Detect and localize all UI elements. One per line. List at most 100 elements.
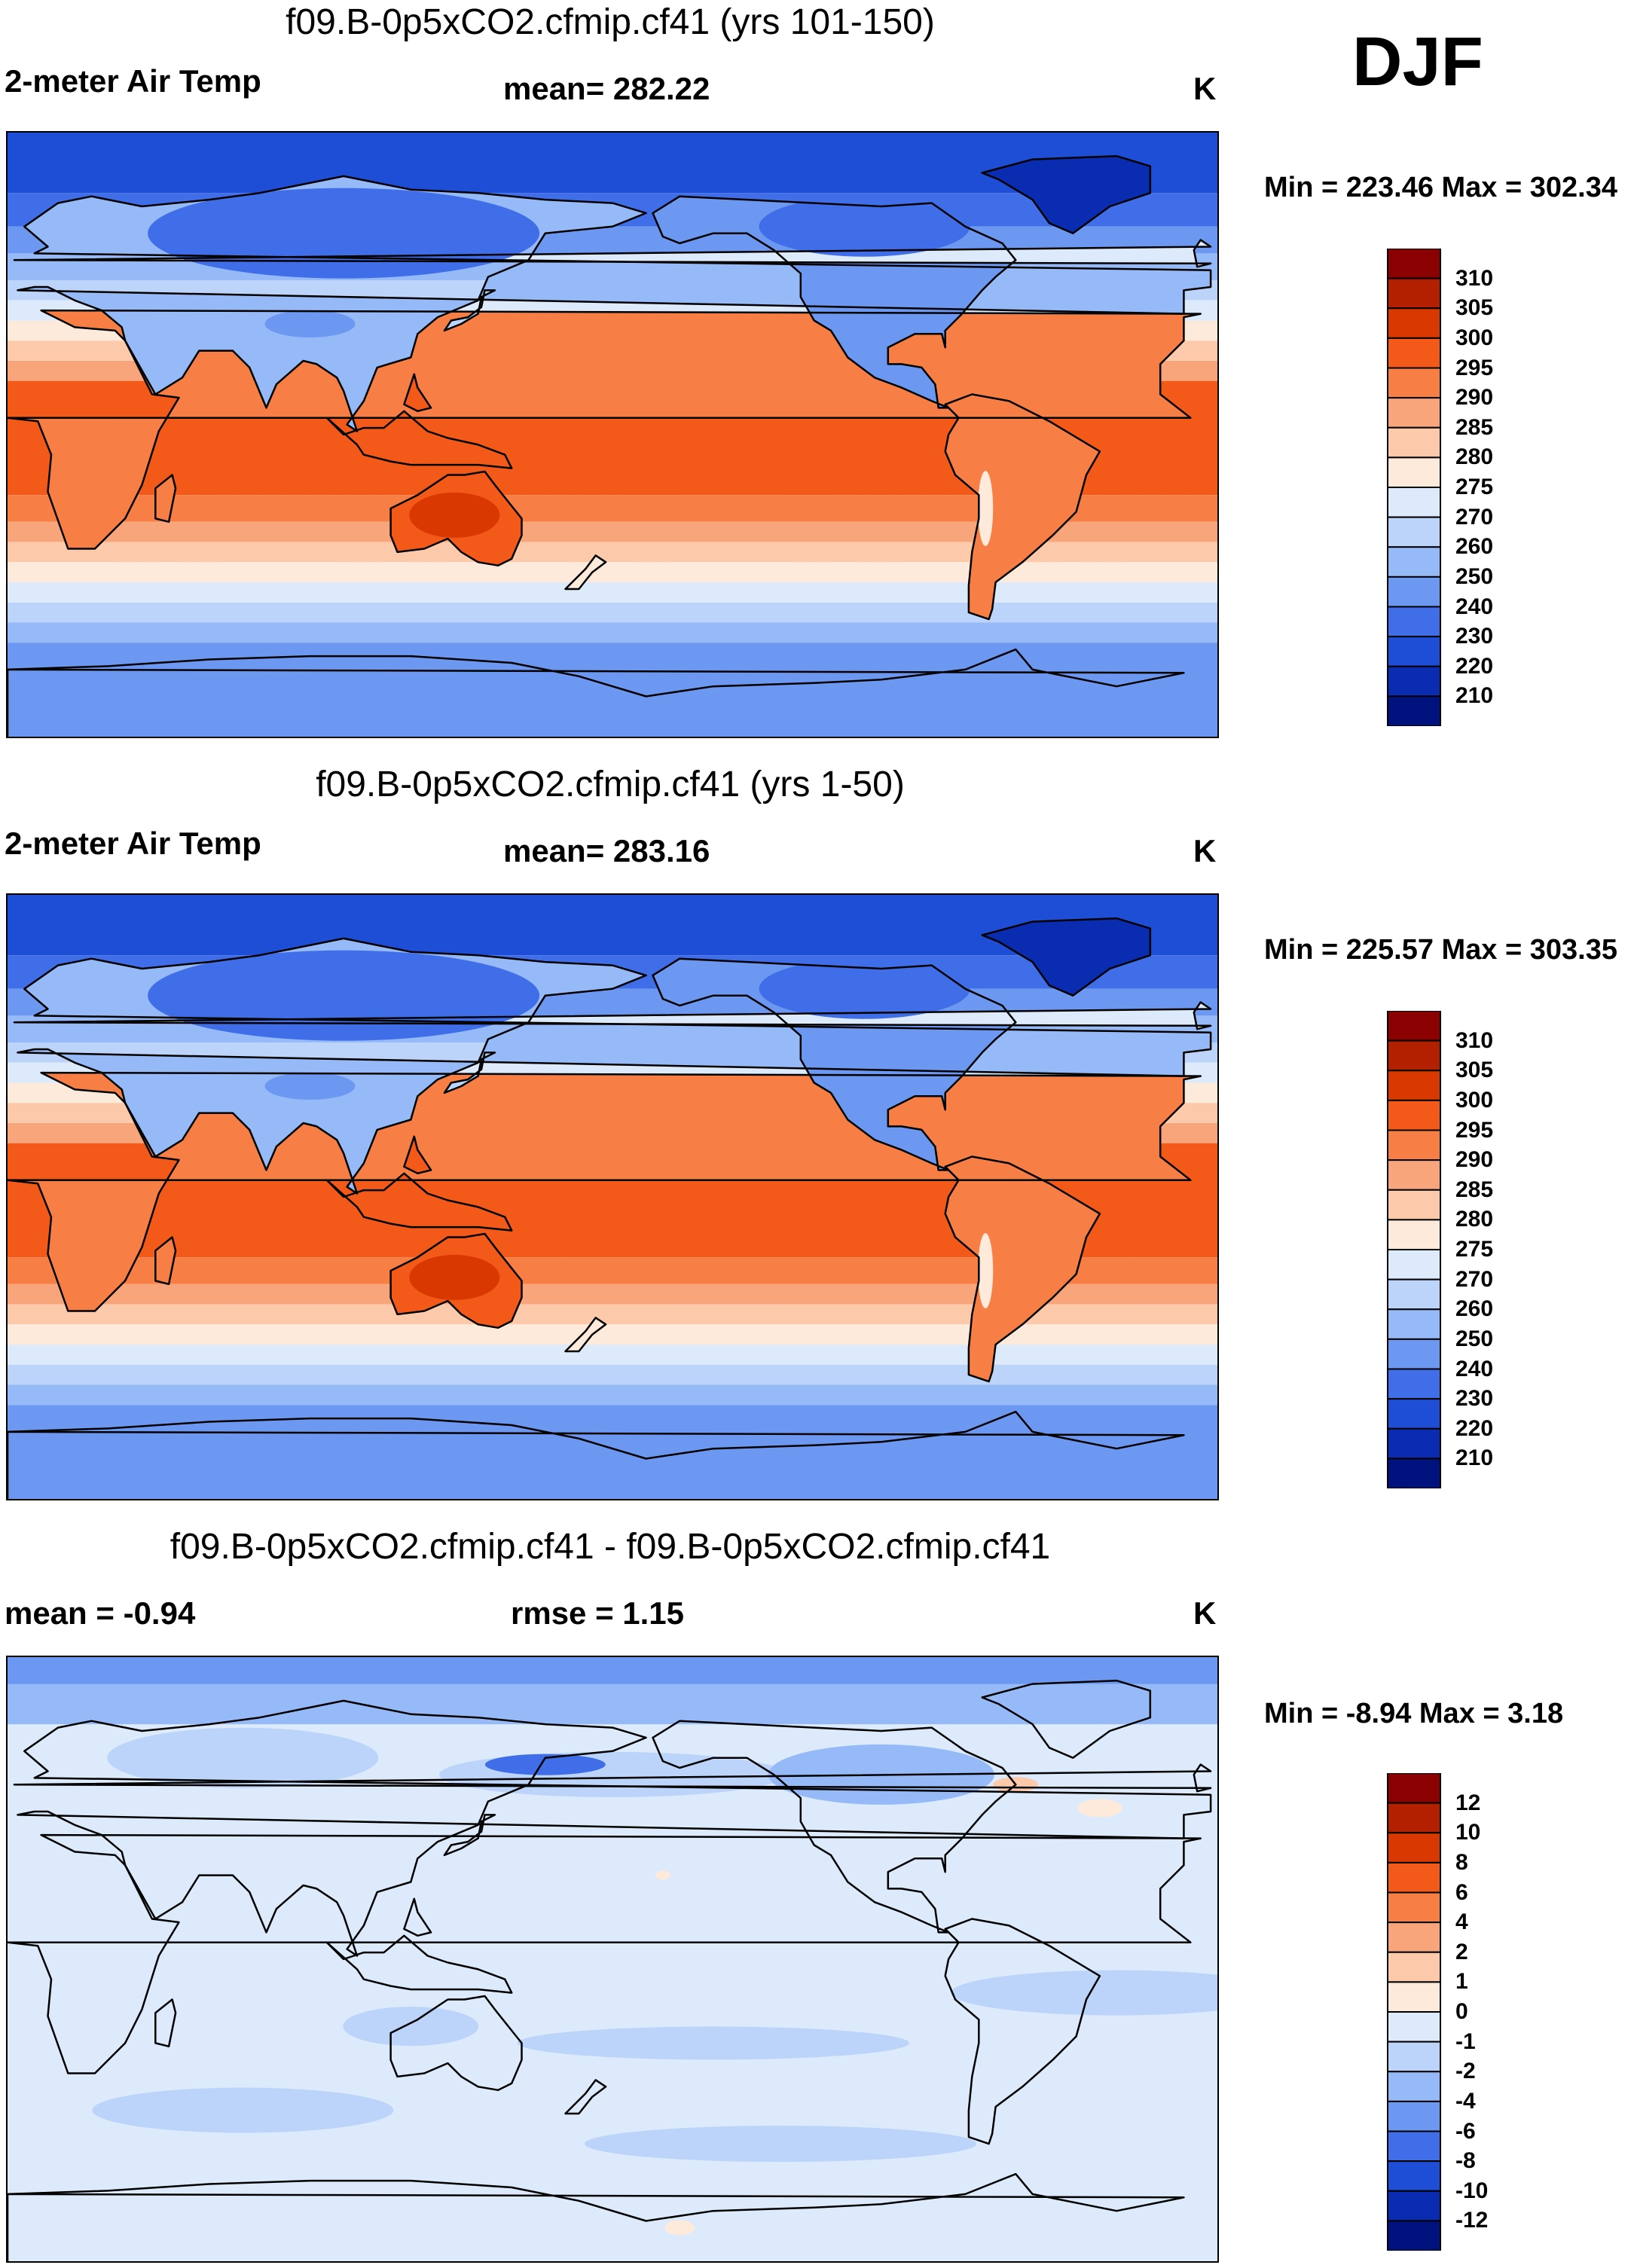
colorbar-box [1387,456,1441,489]
colorbar-tick-label: 285 [1455,414,1494,440]
colorbar-box [1387,487,1441,518]
anomaly-region [664,2220,695,2236]
panel-1-variable-label: 2-meter Air Temp [5,63,261,99]
colorbar-tick-label: 275 [1455,1237,1494,1262]
colorbar-tick-label: -6 [1455,2118,1476,2144]
japan-coastline [443,289,496,332]
colorbar-tick-label: 310 [1455,265,1494,291]
antarctica-coastline [8,1410,1185,1499]
panel-3-rmse-label: rmse = 1.15 [511,1595,685,1631]
colorbar-box [1387,1368,1441,1400]
colorbar-tick-label: 10 [1455,1820,1481,1845]
indonesia-temperature-field [326,1173,512,1231]
colorbar-box [1387,1159,1441,1191]
colorbar-tick-label: 250 [1455,1326,1494,1351]
panel-1-units-label: K [1193,71,1217,106]
colorbar-box [1387,367,1441,399]
anomaly-region [92,2087,394,2133]
panel-3-title: f09.B-0p5xCO2.cfmip.cf41 - f09.B-0p5xCO2… [170,1527,1051,1567]
panel-3-map [6,1656,1219,2263]
colorbar-box [1387,1773,1441,1804]
samerica-temperature-field [945,1156,1100,1382]
nz-coastline [564,2079,607,2115]
colorbar-box [1387,1832,1441,1864]
colorbar-box [1387,546,1441,578]
philippines-temperature-field [404,1136,432,1174]
colorbar-box [1387,1070,1441,1101]
indonesia-coastline [325,1934,513,1994]
colorbar-tick-label: 260 [1455,1296,1494,1322]
temperature-band [8,643,1217,737]
colorbar-box [1387,249,1441,279]
siberia-cold-core [148,188,540,279]
panel-2-units-label: K [1193,833,1217,868]
colorbar-tick-label: 290 [1455,1147,1494,1173]
anomaly-region [484,1754,606,1775]
colorbar-box [1387,2011,1441,2043]
colorbar-box [1387,1458,1441,1488]
colorbar-tick-label: 12 [1455,1790,1481,1815]
namerica-coastline [652,957,1017,1171]
colorbar-tick-label: 210 [1455,1445,1494,1471]
colorbar-tick-label: 250 [1455,563,1494,589]
anomaly-region [655,1870,670,1880]
greenland-coastline [981,1679,1152,1759]
nz-coastline [564,554,607,591]
colorbar-tick-label: 1 [1455,1969,1468,1995]
colorbar-tick-label: 240 [1455,594,1494,619]
panel-3-colorbar [1387,1773,1441,2251]
colorbar-box [1387,516,1441,548]
colorbar-box [1387,2220,1441,2251]
andes-cool-strip [978,1233,994,1309]
temperature-band [8,1324,1217,1345]
colorbar-box [1387,2130,1441,2163]
colorbar-tick-label: -10 [1455,2178,1489,2203]
colorbar-tick-label: 280 [1455,1207,1494,1232]
namerica-coastline [652,195,1017,409]
panel-2-mean-label: mean= 283.16 [503,833,710,868]
colorbar-box [1387,1278,1441,1311]
colorbar-box [1387,606,1441,638]
colorbar-box [1387,2190,1441,2222]
panel-1-minmax: Min = 223.46 Max = 302.34 [1264,172,1617,203]
andes-cool-strip [978,471,994,547]
nz-coastline [564,1317,607,1353]
panel-2-variable-label: 2-meter Air Temp [5,826,261,861]
colorbar-box [1387,1398,1441,1430]
philippines-coastline [403,1897,432,1937]
colorbar-box [1387,2100,1441,2132]
colorbar-tick-label: 295 [1455,355,1494,380]
colorbar-box [1387,1861,1441,1894]
australia-warm-core [409,1254,500,1300]
colorbar-box [1387,665,1441,697]
colorbar-tick-label: 290 [1455,385,1494,411]
panel-3-mean-label: mean = -0.94 [5,1595,196,1631]
colorbar-tick-label: 4 [1455,1909,1468,1935]
indonesia-coastline [325,410,513,469]
colorbar-tick-label: 240 [1455,1356,1494,1381]
colorbar-tick-label: 230 [1455,624,1494,649]
colorbar-box [1387,1011,1441,1042]
arctic-strong-cooling [8,1657,1217,1684]
colorbar-box [1387,1981,1441,2013]
colorbar-box [1387,397,1441,429]
colorbar-tick-label: 275 [1455,475,1494,499]
colorbar-box [1387,1129,1441,1161]
colorbar-box [1387,1189,1441,1221]
colorbar-box [1387,2071,1441,2102]
indonesia-coastline [325,1172,513,1232]
nz-temperature-field [565,555,606,589]
greenland-temperature-field [982,156,1150,234]
greenland-coastline [981,154,1152,234]
panel-2-map [6,893,1219,1500]
japan-coastline [443,1814,496,1857]
australia-warm-core [409,492,500,538]
samerica-coastline [944,393,1101,621]
colorbar-box [1387,277,1441,310]
japan-coastline [443,1052,496,1094]
colorbar-box [1387,1099,1441,1131]
madagascar-coastline [154,1998,177,2048]
philippines-coastline [403,373,432,413]
temperature-band [8,1364,1217,1385]
colorbar-tick-label: 270 [1455,1266,1494,1292]
